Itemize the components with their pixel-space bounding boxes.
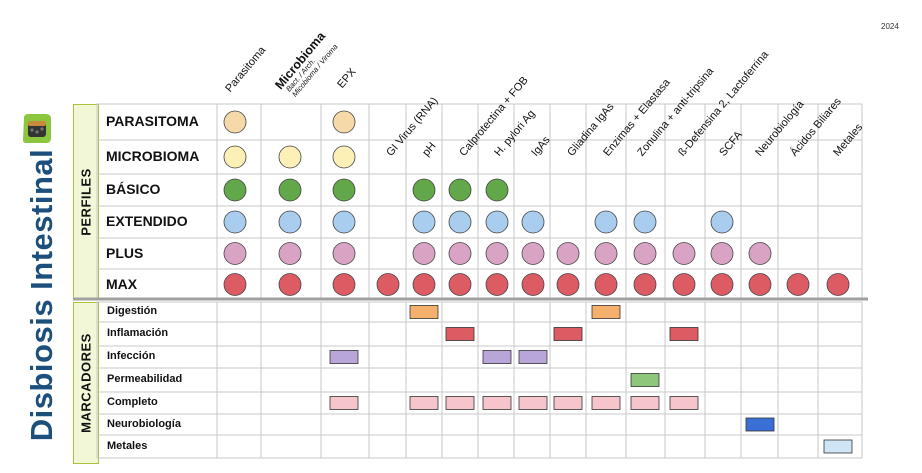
rect-marker-icon <box>445 396 475 410</box>
rect-marker-icon <box>518 396 548 410</box>
circle-marker-icon <box>223 210 247 234</box>
circle-marker-icon <box>448 242 472 265</box>
circle-marker-icon <box>223 273 247 296</box>
marker-row-label: Infección <box>107 350 156 362</box>
rect-marker-icon <box>409 396 439 410</box>
rect-marker-icon <box>553 396 583 410</box>
rect-marker-icon <box>482 350 512 364</box>
circle-marker-icon <box>485 210 509 234</box>
circle-marker-icon <box>332 110 356 134</box>
circle-marker-icon <box>332 273 356 296</box>
year-label: 2024 <box>881 22 899 31</box>
profile-row-label: PLUS <box>106 244 144 261</box>
group-perfiles: PERFILES <box>73 104 99 299</box>
circle-marker-icon <box>556 242 580 265</box>
circle-marker-icon <box>710 273 734 296</box>
rect-marker-icon <box>630 373 660 387</box>
circle-marker-icon <box>485 178 509 202</box>
circle-marker-icon <box>278 273 302 296</box>
marker-row <box>96 367 863 393</box>
circle-marker-icon <box>223 178 247 202</box>
marker-row <box>96 391 863 415</box>
circle-marker-icon <box>594 242 618 265</box>
circle-marker-icon <box>376 273 400 296</box>
marker-row-label: Completo <box>107 396 158 408</box>
rect-marker-icon <box>669 327 699 341</box>
circle-marker-icon <box>412 242 436 265</box>
profile-row <box>96 205 863 239</box>
profile-row-label: BÁSICO <box>106 181 161 197</box>
circle-marker-icon <box>485 242 509 265</box>
rect-marker-icon <box>518 350 548 364</box>
circle-marker-icon <box>448 273 472 296</box>
circle-marker-icon <box>786 273 810 296</box>
marker-row-label: Inflamación <box>107 327 169 339</box>
profile-row <box>96 237 863 270</box>
circle-marker-icon <box>521 273 545 296</box>
rect-marker-icon <box>329 350 359 364</box>
circle-marker-icon <box>412 178 436 202</box>
circle-marker-icon <box>748 273 772 296</box>
circle-marker-icon <box>223 110 247 134</box>
circle-marker-icon <box>332 178 356 202</box>
circle-marker-icon <box>448 178 472 202</box>
profile-row-label: PARASITOMA <box>106 113 199 129</box>
group-marcadores: MARCADORES <box>73 302 99 464</box>
circle-marker-icon <box>485 273 509 296</box>
marker-row-label: Permeabilidad <box>107 373 183 385</box>
circle-marker-icon <box>332 145 356 169</box>
circle-marker-icon <box>672 273 696 296</box>
rect-marker-icon <box>409 305 439 319</box>
rect-marker-icon <box>591 305 621 319</box>
circle-marker-icon <box>748 242 772 265</box>
marker-row-label: Neurobiología <box>107 417 181 430</box>
rect-marker-icon <box>445 327 475 341</box>
circle-marker-icon <box>633 242 657 265</box>
circle-marker-icon <box>223 145 247 169</box>
marker-row <box>96 321 863 347</box>
rect-marker-icon <box>630 396 660 410</box>
circle-marker-icon <box>332 242 356 265</box>
circle-marker-icon <box>594 273 618 296</box>
circle-marker-icon <box>278 145 302 169</box>
rect-marker-icon <box>482 396 512 410</box>
circle-marker-icon <box>672 242 696 265</box>
circle-marker-icon <box>633 273 657 296</box>
marker-row <box>96 301 863 323</box>
marker-row-label: Digestión <box>107 305 158 317</box>
rect-marker-icon <box>329 396 359 410</box>
circle-marker-icon <box>594 210 618 234</box>
circle-marker-icon <box>332 210 356 234</box>
rect-marker-icon <box>823 439 853 454</box>
circle-marker-icon <box>448 210 472 234</box>
circle-marker-icon <box>633 210 657 234</box>
rect-marker-icon <box>669 396 699 410</box>
circle-marker-icon <box>412 210 436 234</box>
profile-row-label: MAX <box>106 275 138 292</box>
circle-marker-icon <box>278 178 302 202</box>
marker-row-label: Metales <box>107 439 148 452</box>
rect-marker-icon <box>591 396 621 410</box>
circle-marker-icon <box>710 210 734 234</box>
profile-row-label: MICROBIOMA <box>106 148 200 164</box>
circle-marker-icon <box>826 273 850 296</box>
rect-marker-icon <box>553 327 583 341</box>
circle-marker-icon <box>521 242 545 265</box>
circle-marker-icon <box>412 273 436 296</box>
circle-marker-icon <box>556 273 580 296</box>
circle-marker-icon <box>521 210 545 234</box>
circle-marker-icon <box>710 242 734 265</box>
profile-row-label: EXTENDIDO <box>106 213 188 229</box>
circle-marker-icon <box>278 210 302 234</box>
circle-marker-icon <box>278 242 302 265</box>
profile-row <box>96 268 863 301</box>
marker-row <box>96 345 863 369</box>
rect-marker-icon <box>745 417 775 432</box>
circle-marker-icon <box>223 242 247 265</box>
gut-microbiome-logo-icon <box>20 112 54 146</box>
profile-row <box>96 173 863 207</box>
marker-row <box>96 434 863 459</box>
